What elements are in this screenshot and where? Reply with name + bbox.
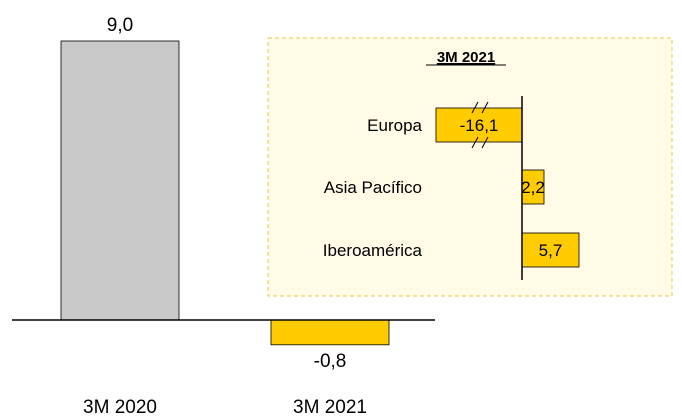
inset-category-label-2: Asia Pacífico bbox=[324, 178, 422, 197]
inset-axis-break-bottom-2 bbox=[481, 136, 489, 149]
inset-bar-1 bbox=[435, 107, 523, 143]
inset-value-label-3: 5,7 bbox=[539, 241, 563, 260]
inset-category-label-1: Europa bbox=[367, 116, 422, 135]
main-category-label-1: 3M 2020 bbox=[83, 397, 157, 418]
inset-axis-break-top-1 bbox=[471, 101, 479, 114]
inset-panel bbox=[267, 37, 673, 297]
inset-category-label-3: Iberoamérica bbox=[323, 241, 423, 260]
inset-value-label-2: 2,2 bbox=[521, 178, 545, 197]
main-value-label-1: 9,0 bbox=[107, 15, 133, 36]
main-bar-1 bbox=[60, 40, 180, 321]
inset-axis-break-top-2 bbox=[481, 101, 489, 114]
inset-axis-break-bottom-1 bbox=[471, 136, 479, 149]
inset-title: 3M 2021 bbox=[437, 49, 495, 66]
main-bar-2 bbox=[270, 319, 390, 346]
main-value-label-2: -0,8 bbox=[314, 351, 347, 372]
inset-value-label-1: -16,1 bbox=[460, 116, 499, 135]
main-category-label-2: 3M 2021 bbox=[293, 397, 367, 418]
